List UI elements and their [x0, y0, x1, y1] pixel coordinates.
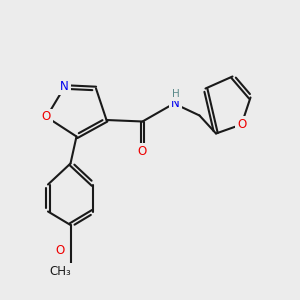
Text: N: N: [171, 97, 180, 110]
Text: O: O: [237, 118, 246, 131]
Text: CH₃: CH₃: [49, 265, 71, 278]
Text: H: H: [172, 89, 179, 99]
Text: O: O: [42, 110, 51, 124]
Text: N: N: [60, 80, 69, 94]
Text: O: O: [56, 244, 64, 257]
Text: O: O: [138, 145, 147, 158]
